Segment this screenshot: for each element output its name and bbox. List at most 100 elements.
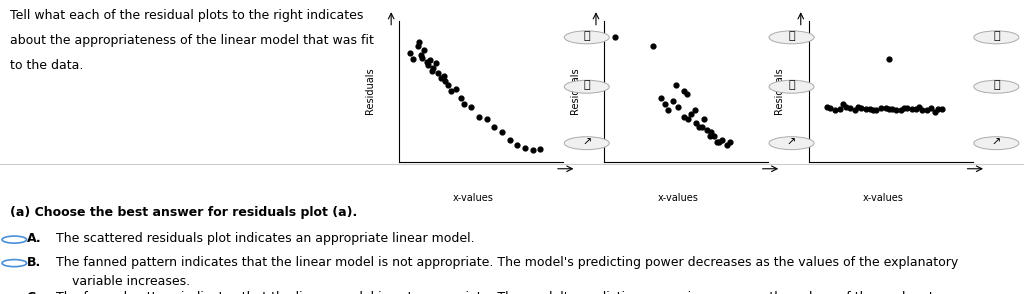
Point: [686, 108, 702, 113]
Point: [509, 143, 525, 147]
Point: [857, 107, 873, 111]
Text: 🔍: 🔍: [993, 80, 999, 90]
Point: [425, 66, 441, 70]
Point: [422, 58, 438, 63]
Text: 🔍: 🔍: [584, 31, 590, 41]
Point: [440, 82, 457, 87]
Text: 🔍: 🔍: [584, 80, 590, 90]
Text: Residuals: Residuals: [569, 68, 580, 114]
Point: [881, 57, 897, 61]
Point: [826, 108, 843, 113]
Point: [411, 40, 427, 45]
Point: [432, 76, 449, 81]
Text: ↗: ↗: [991, 138, 1001, 148]
Point: [819, 104, 836, 109]
Point: [838, 104, 854, 109]
Point: [453, 95, 469, 100]
Point: [847, 108, 863, 113]
Point: [471, 114, 487, 119]
Text: The fanned pattern indicates that the linear model is not appropriate. The model: The fanned pattern indicates that the li…: [56, 291, 954, 294]
Point: [903, 107, 920, 111]
Point: [447, 86, 464, 91]
Text: about the appropriateness of the linear model that was fit: about the appropriateness of the linear …: [10, 34, 374, 47]
Point: [896, 106, 912, 110]
Text: (a) Choose the best answer for residuals plot (a).: (a) Choose the best answer for residuals…: [10, 206, 357, 219]
Point: [842, 106, 858, 110]
Point: [878, 106, 894, 110]
Point: [707, 134, 723, 138]
Point: [428, 61, 444, 65]
Point: [416, 48, 432, 52]
Point: [710, 140, 726, 145]
Text: x-values: x-values: [453, 193, 494, 203]
Point: [524, 148, 541, 153]
Point: [868, 108, 885, 113]
Point: [853, 106, 869, 110]
Point: [719, 143, 735, 147]
Point: [822, 106, 839, 110]
Point: [888, 108, 904, 113]
Point: [679, 91, 695, 96]
Point: [670, 104, 686, 109]
Point: [919, 108, 935, 113]
Point: [478, 117, 495, 122]
Point: [914, 108, 931, 113]
Point: [714, 138, 730, 142]
Point: [881, 107, 897, 111]
Point: [850, 104, 866, 109]
Point: [688, 121, 705, 126]
Point: [872, 106, 889, 110]
Point: [532, 146, 549, 151]
Point: [934, 107, 950, 111]
Point: [893, 108, 909, 113]
Point: [694, 125, 711, 129]
Point: [683, 112, 699, 117]
Point: [645, 44, 662, 49]
Point: [831, 107, 848, 111]
Point: [657, 102, 674, 106]
Point: [429, 71, 445, 76]
Text: ↗: ↗: [582, 138, 592, 148]
Text: The fanned pattern indicates that the linear model is not appropriate. The model: The fanned pattern indicates that the li…: [56, 256, 958, 269]
Point: [722, 140, 738, 145]
Point: [695, 117, 712, 122]
Text: Residuals: Residuals: [365, 68, 375, 114]
Point: [486, 125, 503, 129]
Point: [676, 114, 692, 119]
Point: [463, 104, 479, 109]
Point: [437, 78, 454, 83]
Point: [660, 108, 677, 113]
Point: [703, 130, 720, 135]
Point: [502, 138, 518, 142]
Point: [865, 108, 882, 113]
Point: [908, 107, 925, 111]
Point: [899, 106, 915, 110]
Point: [862, 107, 879, 111]
Text: The scattered residuals plot indicates an appropriate linear model.: The scattered residuals plot indicates a…: [56, 232, 475, 245]
Text: variable increases.: variable increases.: [72, 275, 189, 288]
Point: [423, 68, 439, 73]
Point: [413, 53, 429, 58]
Text: C.: C.: [27, 291, 41, 294]
Point: [414, 56, 430, 60]
Point: [924, 106, 940, 110]
Point: [456, 102, 472, 106]
Text: 🔍: 🔍: [788, 31, 795, 41]
Point: [930, 107, 946, 111]
Text: to the data.: to the data.: [10, 59, 84, 72]
Point: [419, 59, 435, 64]
Point: [665, 99, 681, 104]
Text: B.: B.: [27, 256, 41, 269]
Text: ↗: ↗: [786, 138, 797, 148]
Point: [443, 89, 460, 93]
Point: [911, 104, 928, 109]
Point: [701, 134, 718, 138]
Point: [420, 63, 436, 68]
Point: [494, 130, 510, 135]
Point: [927, 109, 943, 114]
Text: x-values: x-values: [657, 193, 698, 203]
Text: Residuals: Residuals: [774, 68, 784, 114]
Point: [652, 95, 669, 100]
Point: [680, 117, 696, 122]
Text: 🔍: 🔍: [788, 80, 795, 90]
